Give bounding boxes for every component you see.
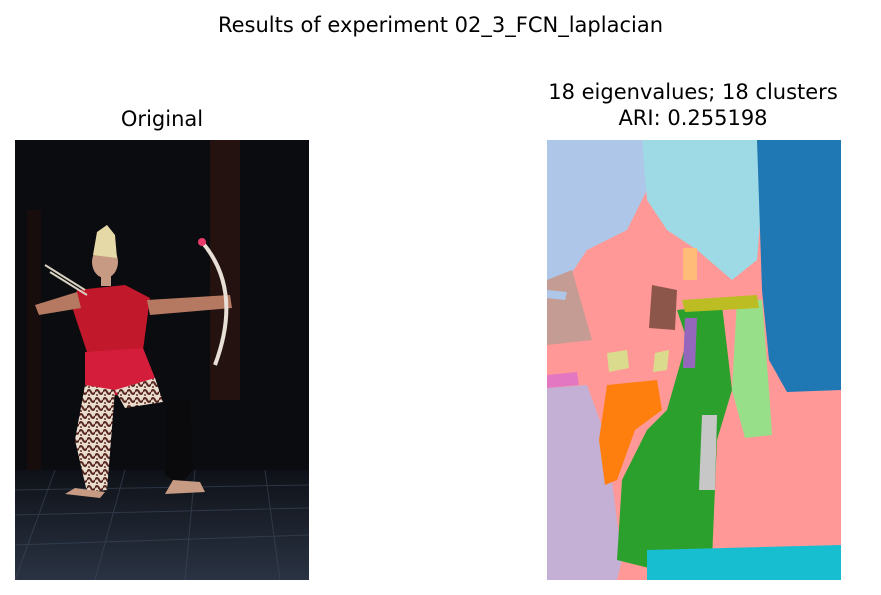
segmentation-map [547, 140, 841, 580]
segmentation-map-drawing [547, 140, 841, 580]
original-image [15, 140, 309, 580]
original-image-drawing [15, 140, 309, 580]
original-panel-title: Original [120, 107, 204, 131]
segmentation-title-line2: ARI: 0.255198 [618, 106, 768, 130]
figure-suptitle: Results of experiment 02_3_FCN_laplacian [217, 13, 664, 37]
segmentation-title-line1: 18 eigenvalues; 18 clusters [548, 80, 838, 104]
segmentation-panel-title: 18 eigenvalues; 18 clusters ARI: 0.25519… [480, 79, 881, 131]
